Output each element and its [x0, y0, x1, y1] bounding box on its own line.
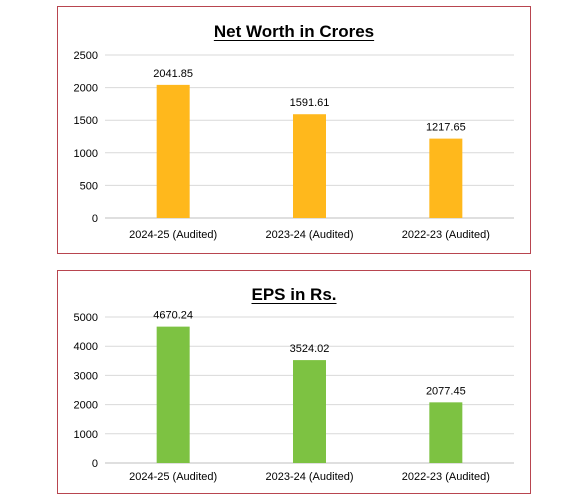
y-tick-label: 1500 [74, 115, 98, 127]
y-tick-label: 2000 [74, 400, 98, 412]
y-tick-label: 4000 [74, 341, 98, 353]
chart-title: EPS in Rs. [251, 285, 337, 304]
bar [429, 402, 463, 463]
x-category-label: 2023-24 (Audited) [265, 229, 353, 241]
bar [156, 84, 190, 218]
eps-chart-panel: EPS in Rs. 0 1000 2000 3000 4000 5000 4670.24 2… [57, 270, 531, 494]
y-tick-label: 0 [92, 458, 98, 470]
y-tick-label: 0 [92, 213, 98, 225]
y-tick-label: 1000 [74, 429, 98, 441]
data-label: 2041.85 [153, 68, 193, 80]
bar [429, 138, 463, 218]
x-category-label: 2022-23 (Audited) [402, 471, 490, 483]
y-tick-label: 3000 [74, 370, 98, 382]
net-worth-chart-panel: Net Worth in Crores 0 500 1000 1500 2000 2500… [57, 6, 531, 254]
bar [293, 114, 326, 218]
data-label: 2077.45 [426, 385, 466, 397]
x-category-label: 2022-23 (Audited) [402, 229, 490, 241]
data-label: 3524.02 [290, 343, 330, 355]
data-label: 1217.65 [426, 122, 466, 134]
y-tick-label: 1000 [74, 148, 98, 160]
bar [156, 326, 190, 463]
bar [293, 360, 326, 463]
x-category-label: 2024-25 (Audited) [129, 229, 217, 241]
y-tick-label: 2500 [74, 50, 98, 62]
eps-bar-chart: 0 1000 2000 3000 4000 5000 4670.24 2024-25 (Aud… [74, 310, 514, 483]
data-label: 4670.24 [153, 310, 193, 322]
y-tick-label: 5000 [74, 312, 98, 324]
y-tick-label: 500 [80, 180, 98, 192]
net-worth-bar-chart: 0 500 1000 1500 2000 2500 2041.85 2024-25 (Audi… [74, 50, 514, 241]
data-label: 1591.61 [290, 97, 330, 109]
y-tick-label: 2000 [74, 83, 98, 95]
x-category-label: 2024-25 (Audited) [129, 471, 217, 483]
x-category-label: 2023-24 (Audited) [265, 471, 353, 483]
chart-title: Net Worth in Crores [213, 22, 375, 41]
